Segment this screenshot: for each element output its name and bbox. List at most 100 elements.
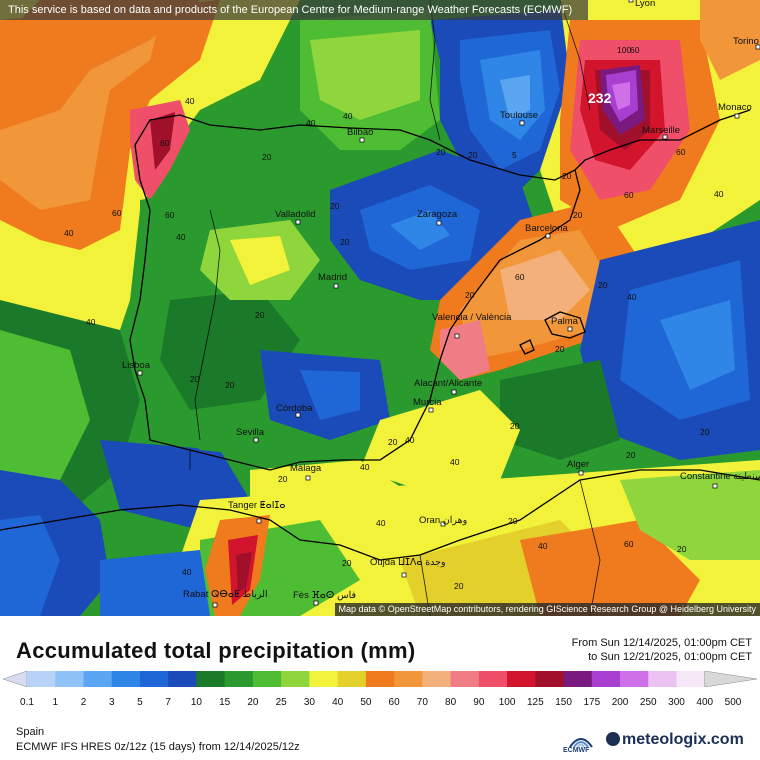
city-malaga: Málaga	[290, 463, 322, 474]
svg-text:20: 20	[562, 171, 572, 181]
precipitation-fields	[0, 0, 760, 616]
city-alger: Alger	[567, 459, 589, 470]
legend-swatch	[309, 671, 339, 687]
city-torino: Torino	[733, 36, 759, 47]
legend-swatch	[450, 671, 480, 687]
legend-swatch	[394, 671, 423, 687]
legend-swatch	[111, 671, 141, 687]
svg-text:20: 20	[677, 544, 687, 554]
legend-tick-label: 20	[247, 697, 259, 708]
legend-swatch	[196, 671, 226, 687]
precipitation-map[interactable]: Lyon Torino Monaco Marseille Toulouse Bi…	[0, 0, 760, 616]
svg-text:40: 40	[714, 189, 724, 199]
city-murcia: Murcia	[413, 397, 442, 408]
svg-text:20: 20	[190, 374, 200, 384]
coastlines	[0, 109, 760, 561]
svg-text:20: 20	[555, 344, 565, 354]
city-toulouse: Toulouse	[500, 110, 538, 121]
period-to: to Sun 12/21/2025, 01:00pm CET	[588, 651, 752, 663]
svg-text:40: 40	[627, 292, 637, 302]
svg-text:20: 20	[468, 150, 478, 160]
legend-swatch	[168, 671, 197, 687]
meteologix-globe-icon	[606, 732, 620, 746]
legend-swatch	[422, 671, 452, 687]
legend-tick-label: 80	[445, 697, 457, 708]
meteologix-logo-text: meteologix.com	[622, 731, 744, 748]
chart-title: Accumulated total precipitation (mm)	[16, 638, 416, 663]
svg-text:20: 20	[388, 437, 398, 447]
legend-tick-labels: 0.1 1 2 3 5 7 10 15 20 25 30 40 50 60 70 80 90 100 125 150 1…	[0, 697, 760, 711]
svg-text:60: 60	[112, 208, 122, 218]
legend-swatch	[83, 671, 113, 687]
svg-text:20: 20	[436, 147, 446, 157]
legend-swatch	[365, 671, 395, 687]
svg-text:40: 40	[405, 435, 415, 445]
svg-text:20: 20	[454, 581, 464, 591]
legend-tick-label: 50	[360, 697, 372, 708]
svg-text:20: 20	[700, 427, 710, 437]
map-attribution[interactable]: Map data © OpenStreetMap contributors, r…	[334, 603, 760, 616]
legend-tick-label: 300	[668, 697, 685, 708]
city-rabat: Rabat ⵕⴱⴰⵟ الرباط	[183, 589, 268, 600]
meteologix-logo[interactable]: meteologix.com	[606, 731, 744, 749]
legend-tick-label: 70	[416, 697, 428, 708]
legend-swatch	[563, 671, 593, 687]
svg-text:40: 40	[538, 541, 548, 551]
svg-text:60: 60	[515, 272, 525, 282]
city-constantine: Constantine قسنطينة	[680, 471, 760, 482]
svg-text:60: 60	[630, 45, 640, 55]
svg-text:20: 20	[255, 310, 265, 320]
svg-text:20: 20	[573, 210, 583, 220]
legend-tick-label: 10	[190, 697, 202, 708]
city-markers: Lyon Torino Monaco Marseille Toulouse Bi…	[122, 0, 760, 608]
legend-tick-label: 500	[724, 697, 742, 708]
svg-text:20: 20	[508, 516, 518, 526]
city-lyon: Lyon	[635, 0, 655, 9]
legend-swatch	[507, 671, 536, 687]
legend-arrow-left	[3, 671, 28, 687]
legend-swatch	[337, 671, 367, 687]
legend-swatch	[224, 671, 254, 687]
legend-tick-label: 25	[275, 697, 287, 708]
legend-swatch	[27, 671, 56, 687]
svg-text:40: 40	[343, 111, 353, 121]
color-scale-bar	[3, 671, 757, 687]
legend-tick-label: 175	[583, 697, 601, 708]
svg-text:60: 60	[624, 190, 634, 200]
svg-text:40: 40	[306, 118, 316, 128]
legend-tick-label: 0.1	[20, 697, 34, 708]
legend-swatch	[55, 671, 84, 687]
legend-swatch	[676, 671, 706, 687]
svg-text:20: 20	[330, 201, 340, 211]
ecmwf-logo-icon	[569, 738, 593, 748]
svg-text:60: 60	[624, 539, 634, 549]
legend-arrow-right	[704, 671, 757, 687]
city-alicante: Alacant/Alicante	[414, 378, 482, 389]
svg-text:60: 60	[165, 210, 175, 220]
svg-text:40: 40	[86, 317, 96, 327]
region-label: Spain	[16, 726, 45, 738]
svg-text:40: 40	[182, 567, 192, 577]
svg-text:20: 20	[510, 421, 520, 431]
legend-tick-label: 7	[165, 697, 171, 708]
svg-text:40: 40	[64, 228, 74, 238]
legend-swatch	[252, 671, 282, 687]
city-tanger: Tanger ⵟⴰⵏⵊⴰ	[228, 500, 285, 511]
city-bilbao: Bilbao	[347, 127, 373, 138]
legend-tick-label: 100	[498, 697, 516, 708]
city-barcelona: Barcelona	[525, 223, 568, 234]
svg-text:20: 20	[598, 280, 608, 290]
svg-text:20: 20	[225, 380, 235, 390]
legend-swatch	[591, 671, 621, 687]
city-oran: Oran وهران	[419, 515, 468, 526]
legend-tick-label: 5	[137, 697, 143, 708]
city-valencia: Valencia / València	[432, 312, 512, 323]
city-marseille: Marseille	[642, 125, 680, 136]
svg-text:20: 20	[465, 290, 475, 300]
city-madrid: Madrid	[318, 272, 347, 283]
isohyet-labels: 40 40 60 20 40 60 20 40 60 40 20 20 5 20…	[64, 45, 724, 591]
svg-text:60: 60	[676, 147, 686, 157]
city-sevilla: Sevilla	[236, 427, 265, 438]
max-value-label: 232	[588, 90, 612, 106]
map-canvas: Lyon Torino Monaco Marseille Toulouse Bi…	[0, 0, 760, 616]
